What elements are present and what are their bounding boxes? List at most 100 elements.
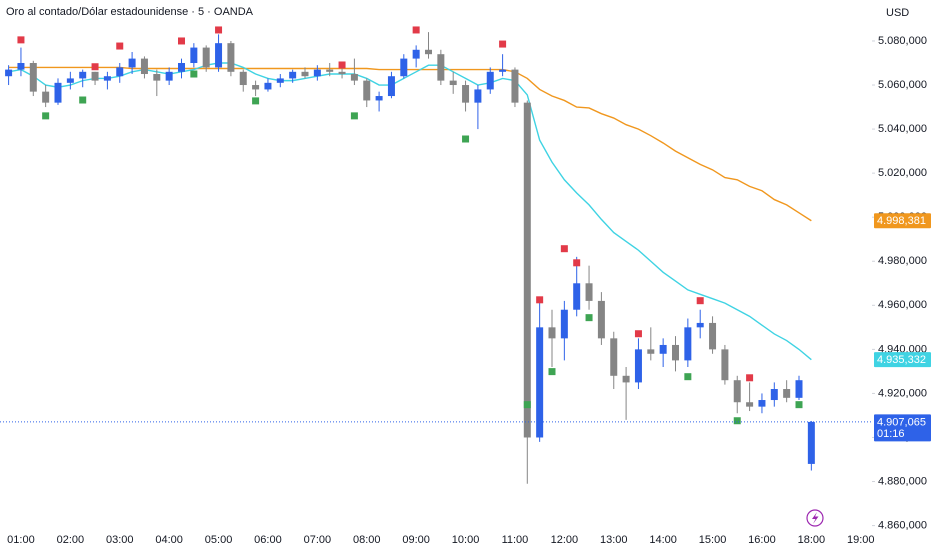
signal-marker-low [350,112,358,120]
candle-body [560,309,568,339]
candle-body [54,82,62,103]
candle-body [79,71,87,79]
x-tick-label: 14:00 [649,534,677,546]
x-tick-label: 07:00 [304,534,332,546]
candle-body [375,96,383,101]
plot-area: 4.860,0004.880,0004.900,0004.920,0004.94… [0,26,931,546]
candle-body [5,69,13,77]
candle-body [746,402,754,407]
y-tick-label: 4.860,000 [878,520,927,532]
candle-body [190,47,198,64]
candle-body [659,344,667,354]
candle-body [696,322,704,328]
signal-marker-low [585,314,593,322]
candle-body [363,80,371,101]
y-tick-label: 4.920,000 [878,387,927,399]
candle-body [684,327,692,361]
icon-bolt[interactable] [812,512,819,524]
x-tick-label: 10:00 [452,534,480,546]
signal-marker-low [548,368,556,376]
candle-body [770,389,778,401]
candle-body [350,74,358,81]
candle-body [252,85,260,90]
candle-body [758,400,766,407]
candle-body [289,71,297,79]
candle-body [178,63,185,72]
signal-marker-high [746,374,754,382]
candle-body [807,421,815,464]
price-label-box [874,352,931,368]
candle-body [425,49,432,55]
price-label-box [874,213,931,229]
candle-body [400,58,408,77]
signal-marker-low [42,112,50,120]
candle-body [153,74,161,81]
candle-body [721,349,729,381]
signal-marker-low [733,417,741,425]
countdown-label: 01:16 [877,428,905,440]
signal-marker-high [116,42,124,50]
candle-body [202,47,210,68]
x-tick-label: 03:00 [106,534,134,546]
candle-body [239,71,247,86]
candle-body [474,89,482,103]
x-tick-label: 16:00 [748,534,776,546]
y-tick-label: 5.080,000 [878,35,927,47]
candle-body [585,283,593,301]
y-tick-label: 5.040,000 [878,123,927,135]
candle-body [647,349,655,354]
x-tick-label: 19:00 [847,534,875,546]
x-tick-label: 15:00 [699,534,727,546]
candle-body [486,71,494,90]
candle-body [338,71,346,75]
signal-marker-high [17,36,25,44]
signal-marker-high [215,26,223,34]
candle-body [536,327,544,438]
signal-marker-high [91,63,99,71]
candle-body [449,80,457,86]
x-tick-label: 01:00 [7,534,35,546]
x-tick-label: 13:00 [600,534,628,546]
signal-marker-high [338,61,346,69]
signal-marker-low [523,401,531,409]
signal-marker-high [178,37,185,45]
signal-marker-high [696,297,704,305]
signal-marker-low [684,373,692,381]
candle-body [103,76,111,81]
signal-marker-high [560,245,568,253]
chart-title: Oro al contado/Dólar estadounidense · 5 … [6,6,254,18]
signal-marker-high [536,296,544,304]
x-tick-label: 09:00 [402,534,430,546]
candle-body [165,71,173,81]
y-tick-label: 4.980,000 [878,255,927,267]
candle-body [140,58,148,75]
candle-body [412,49,420,59]
candle-body [301,71,309,77]
icon-circle[interactable] [806,509,824,527]
candle-body [42,91,50,103]
candle-body [610,338,618,376]
candle-body [227,43,235,72]
x-tick-label: 08:00 [353,534,381,546]
candle-body [128,58,136,68]
x-tick-label: 06:00 [254,534,282,546]
candle-body [795,380,803,398]
x-tick-label: 05:00 [205,534,233,546]
replay-icon[interactable] [806,509,824,527]
y-tick-label: 4.880,000 [878,475,927,487]
candle-body [387,76,395,97]
price-label: 4.907,065 [877,416,926,428]
x-tick-label: 04:00 [155,534,183,546]
candle-body [215,43,223,68]
signal-marker-low [795,401,803,409]
signal-marker-low [462,135,470,143]
currency-label: USD [886,7,909,19]
price-label: 4.998,381 [877,215,926,227]
candle-body [733,380,741,403]
candle-body [313,69,321,77]
signal-marker-low [190,70,198,78]
candle-body [462,85,470,103]
candle-body [511,69,519,103]
price-label: 4.935,332 [877,354,926,366]
